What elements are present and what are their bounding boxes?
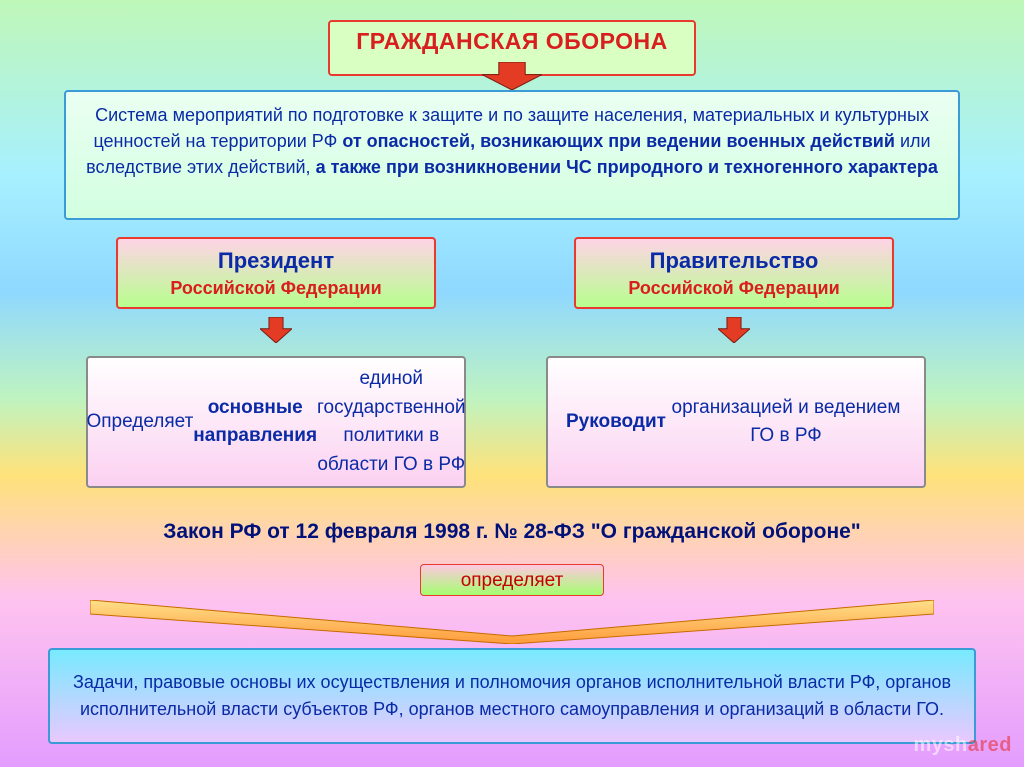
president-task-box: Определяет основные направления единой г… [86, 356, 466, 488]
title-text: ГРАЖДАНСКАЯ ОБОРОНА [356, 28, 668, 54]
defines-text: определяет [461, 570, 564, 591]
president-line1: Президент [118, 248, 434, 274]
arrow-president-down [260, 317, 292, 343]
government-box: Правительство Российской Федерации [574, 237, 894, 309]
president-task-pre: Определяет [86, 408, 193, 437]
watermark: myshared [914, 734, 1013, 757]
watermark-a: mysh [914, 734, 968, 756]
president-task-post: единой государственной политики в област… [317, 365, 465, 479]
bottom-text: Задачи, правовые основы их осуществления… [72, 669, 952, 723]
president-task-bold: основные направления [193, 394, 317, 451]
law-text: Закон РФ от 12 февраля 1998 г. № 28-ФЗ "… [0, 520, 1024, 544]
definition-b2: а также при возникновении ЧС природного … [316, 157, 938, 177]
bottom-box: Задачи, правовые основы их осуществления… [48, 648, 976, 744]
government-line2: Российской Федерации [576, 278, 892, 299]
president-box: Президент Российской Федерации [116, 237, 436, 309]
president-line2: Российской Федерации [118, 278, 434, 299]
government-task-bold: Руководит [566, 408, 666, 437]
government-line1: Правительство [576, 248, 892, 274]
arrow-government-down [718, 317, 750, 343]
government-task-box: Руководит организацией и ведением ГО в Р… [546, 356, 926, 488]
definition-b1: от опасностей, возникающих при ведении в… [342, 131, 895, 151]
arrow-title-down [482, 62, 542, 90]
defines-pill: определяет [420, 564, 604, 596]
definition-box: Система мероприятий по подготовке к защи… [64, 90, 960, 220]
wide-arrow-down [90, 600, 934, 644]
diagram-canvas: ГРАЖДАНСКАЯ ОБОРОНА Система мероприятий … [0, 0, 1024, 767]
watermark-b: ared [968, 734, 1012, 756]
government-task-post: организацией и ведением ГО в РФ [666, 394, 906, 451]
